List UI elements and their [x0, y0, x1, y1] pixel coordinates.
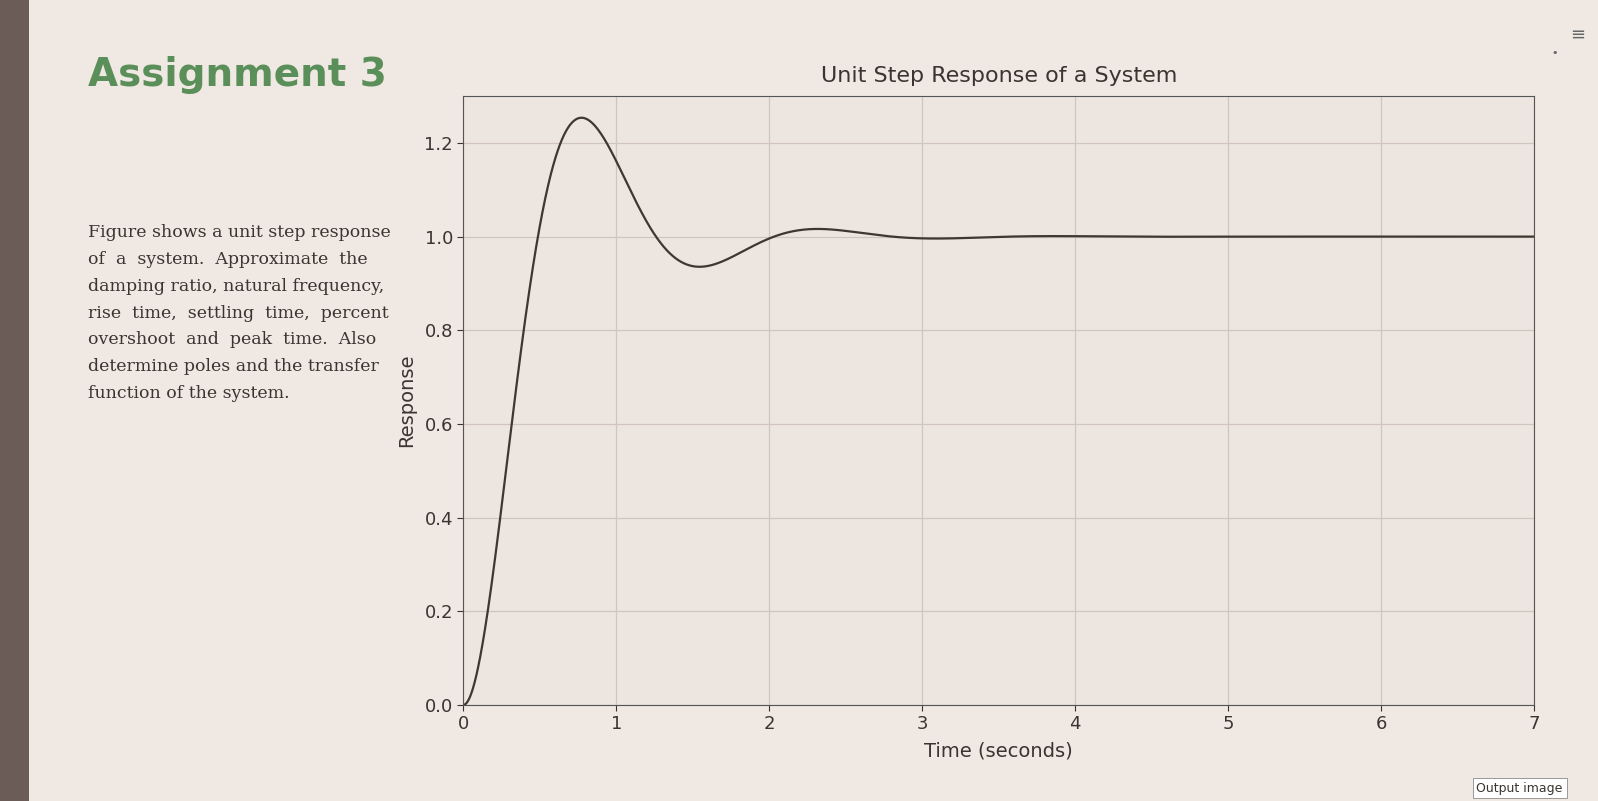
Text: Figure shows a unit step response
of  a  system.  Approximate  the
damping ratio: Figure shows a unit step response of a s… — [88, 224, 390, 402]
Y-axis label: Response: Response — [396, 354, 415, 447]
Text: Assignment 3: Assignment 3 — [88, 56, 387, 94]
Text: ≡: ≡ — [1571, 26, 1585, 43]
Title: Unit Step Response of a System: Unit Step Response of a System — [820, 66, 1178, 87]
Text: •: • — [1552, 48, 1558, 58]
X-axis label: Time (seconds): Time (seconds) — [924, 742, 1074, 761]
Text: Output image: Output image — [1477, 782, 1563, 795]
